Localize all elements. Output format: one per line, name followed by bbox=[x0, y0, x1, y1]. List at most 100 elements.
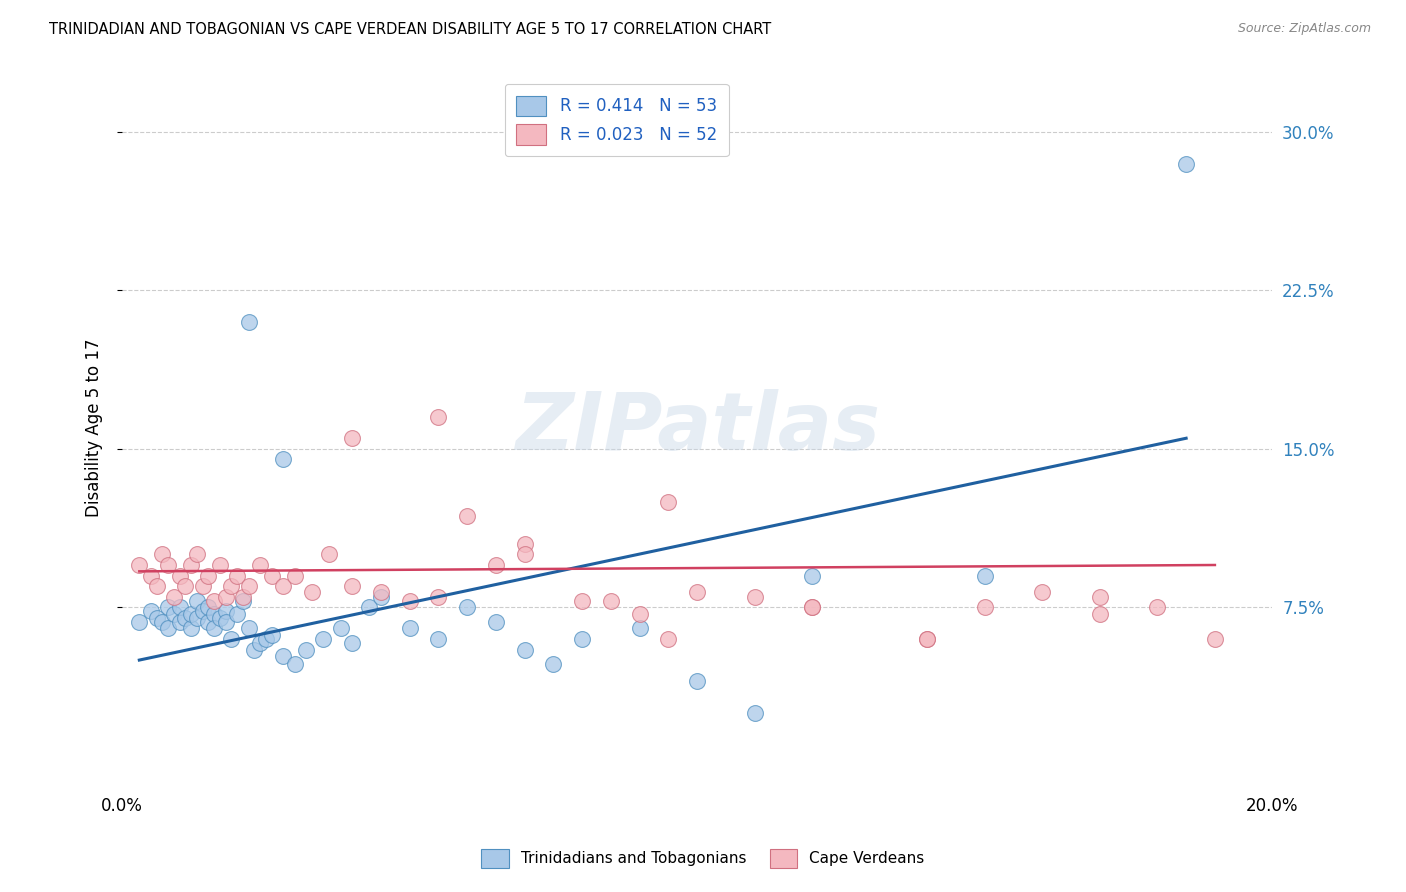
Point bbox=[543, 657, 565, 672]
Point bbox=[370, 585, 392, 599]
Point bbox=[249, 558, 271, 572]
Text: TRINIDADIAN AND TOBAGONIAN VS CAPE VERDEAN DISABILITY AGE 5 TO 17 CORRELATION CH: TRINIDADIAN AND TOBAGONIAN VS CAPE VERDE… bbox=[49, 22, 772, 37]
Point bbox=[917, 632, 939, 646]
Point bbox=[271, 452, 294, 467]
Legend: R = 0.414   N = 53, R = 0.023   N = 52: R = 0.414 N = 53, R = 0.023 N = 52 bbox=[505, 84, 728, 156]
Point bbox=[973, 568, 995, 582]
Point bbox=[801, 600, 824, 615]
Point bbox=[157, 558, 180, 572]
Point bbox=[208, 558, 231, 572]
Point bbox=[513, 642, 536, 657]
Point bbox=[254, 632, 277, 646]
Point bbox=[191, 605, 214, 619]
Point bbox=[1204, 632, 1226, 646]
Point bbox=[284, 568, 307, 582]
Point bbox=[370, 590, 392, 604]
Point bbox=[456, 600, 478, 615]
Point bbox=[238, 579, 260, 593]
Point bbox=[191, 579, 214, 593]
Point bbox=[686, 585, 709, 599]
Point bbox=[1088, 590, 1111, 604]
Point bbox=[628, 607, 651, 621]
Point bbox=[260, 628, 283, 642]
Text: Source: ZipAtlas.com: Source: ZipAtlas.com bbox=[1237, 22, 1371, 36]
Y-axis label: Disability Age 5 to 17: Disability Age 5 to 17 bbox=[86, 338, 103, 517]
Point bbox=[226, 568, 249, 582]
Point bbox=[249, 636, 271, 650]
Point bbox=[214, 590, 236, 604]
Point bbox=[150, 615, 173, 629]
Point bbox=[214, 605, 236, 619]
Point bbox=[180, 607, 202, 621]
Point bbox=[744, 590, 766, 604]
Point bbox=[329, 621, 352, 635]
Point bbox=[801, 600, 824, 615]
Point bbox=[150, 548, 173, 562]
Point bbox=[186, 594, 208, 608]
Point bbox=[340, 636, 363, 650]
Point bbox=[214, 615, 236, 629]
Point bbox=[180, 558, 202, 572]
Legend: Trinidadians and Tobagonians, Cape Verdeans: Trinidadians and Tobagonians, Cape Verde… bbox=[475, 843, 931, 873]
Point bbox=[318, 548, 340, 562]
Point bbox=[202, 607, 225, 621]
Point bbox=[271, 648, 294, 663]
Point bbox=[145, 611, 167, 625]
Point bbox=[657, 494, 679, 508]
Point bbox=[139, 568, 162, 582]
Point bbox=[145, 579, 167, 593]
Point bbox=[600, 594, 623, 608]
Point bbox=[197, 600, 219, 615]
Point bbox=[260, 568, 283, 582]
Point bbox=[312, 632, 335, 646]
Point bbox=[513, 548, 536, 562]
Point bbox=[571, 632, 593, 646]
Point bbox=[163, 607, 186, 621]
Point bbox=[271, 579, 294, 593]
Point bbox=[301, 585, 323, 599]
Point bbox=[169, 600, 191, 615]
Point bbox=[174, 611, 197, 625]
Point bbox=[197, 568, 219, 582]
Point bbox=[973, 600, 995, 615]
Point bbox=[169, 568, 191, 582]
Point bbox=[1175, 156, 1198, 170]
Point bbox=[157, 600, 180, 615]
Point bbox=[243, 642, 266, 657]
Point bbox=[232, 594, 254, 608]
Point bbox=[628, 621, 651, 635]
Point bbox=[208, 611, 231, 625]
Point bbox=[1146, 600, 1168, 615]
Point bbox=[180, 621, 202, 635]
Point bbox=[427, 410, 450, 425]
Point bbox=[186, 548, 208, 562]
Point bbox=[744, 706, 766, 720]
Point bbox=[485, 615, 508, 629]
Point bbox=[427, 632, 450, 646]
Point bbox=[686, 674, 709, 689]
Point bbox=[226, 607, 249, 621]
Point bbox=[197, 615, 219, 629]
Point bbox=[284, 657, 307, 672]
Point bbox=[157, 621, 180, 635]
Point bbox=[295, 642, 318, 657]
Point bbox=[571, 594, 593, 608]
Point bbox=[232, 590, 254, 604]
Point bbox=[340, 579, 363, 593]
Point bbox=[801, 568, 824, 582]
Point bbox=[513, 537, 536, 551]
Point bbox=[174, 579, 197, 593]
Point bbox=[128, 615, 150, 629]
Point bbox=[398, 621, 420, 635]
Point bbox=[202, 594, 225, 608]
Point bbox=[221, 632, 243, 646]
Text: ZIPatlas: ZIPatlas bbox=[515, 389, 880, 467]
Point bbox=[485, 558, 508, 572]
Point bbox=[169, 615, 191, 629]
Point bbox=[359, 600, 381, 615]
Point bbox=[202, 621, 225, 635]
Point bbox=[238, 315, 260, 329]
Point bbox=[186, 611, 208, 625]
Point bbox=[139, 605, 162, 619]
Point bbox=[163, 590, 186, 604]
